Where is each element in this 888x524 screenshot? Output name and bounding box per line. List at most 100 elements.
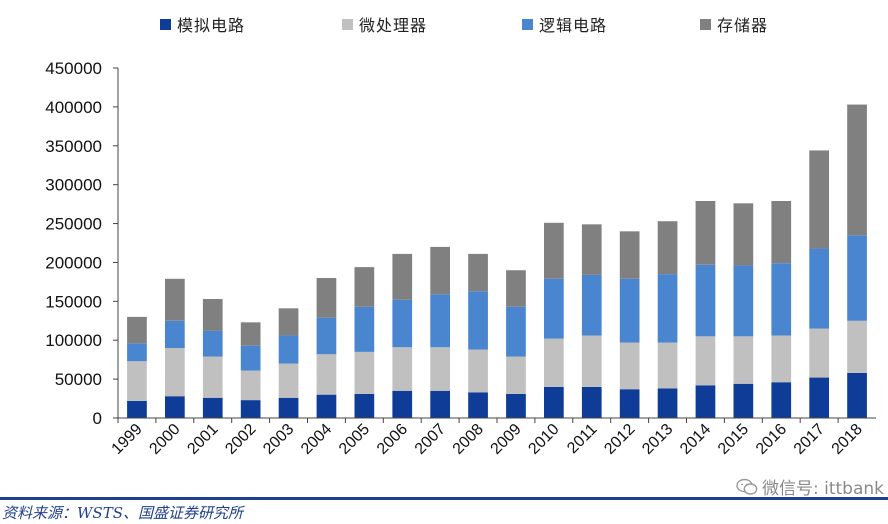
- y-tick-label-450000: 450000: [45, 59, 102, 78]
- x-tick-label-2009: 2009: [488, 421, 525, 458]
- bar-2001-series-3: [202, 299, 223, 331]
- legend-swatch-analog: [160, 18, 171, 30]
- y-tick-label-0: 0: [93, 409, 102, 428]
- bar-2004-series-1: [316, 354, 337, 395]
- footer-divider: [0, 497, 888, 500]
- bar-2005-series-1: [354, 351, 375, 394]
- bar-2013-series-2: [657, 274, 678, 343]
- watermark-text: 微信号: ittbank: [761, 479, 884, 499]
- bar-2004-series-2: [316, 317, 337, 355]
- x-tick-label-2015: 2015: [715, 421, 752, 458]
- bar-2001-series-2: [202, 330, 223, 357]
- bar-2016-series-2: [771, 263, 792, 336]
- bar-2006-series-3: [392, 253, 413, 300]
- bar-2017-series-3: [809, 150, 830, 249]
- bar-2010-series-2: [544, 278, 564, 339]
- bar-2017-series-1: [809, 328, 830, 378]
- bar-2015-series-3: [733, 203, 754, 266]
- y-tick-label-50000: 50000: [55, 370, 102, 389]
- x-tick-label-2005: 2005: [336, 421, 373, 458]
- bar-2016-series-1: [771, 335, 792, 383]
- bar-2013-series-3: [657, 221, 678, 275]
- x-tick-label-2013: 2013: [639, 421, 676, 458]
- bar-2009-series-1: [506, 356, 526, 394]
- bar-2012-series-1: [619, 342, 640, 390]
- bar-2005-series-2: [354, 306, 375, 352]
- bar-2000-series-1: [165, 348, 185, 397]
- bar-2006-series-0: [392, 390, 413, 418]
- legend-label-analog: 模拟电路: [177, 16, 246, 35]
- bar-2011-series-2: [581, 274, 602, 336]
- bar-2014-series-1: [695, 336, 716, 386]
- bar-2014-series-3: [695, 201, 716, 265]
- bar-2015-series-0: [733, 383, 754, 418]
- bar-2000-series-0: [165, 396, 185, 418]
- legend-item-analog: 模拟电路: [160, 12, 245, 36]
- bar-2018-series-0: [847, 372, 867, 418]
- bar-2015-series-1: [733, 336, 754, 384]
- bar-2013-series-1: [657, 342, 678, 389]
- bar-1999-series-1: [127, 361, 147, 401]
- bar-2018-series-1: [847, 320, 867, 373]
- bar-2000-series-2: [165, 320, 185, 348]
- bar-2003-series-0: [278, 397, 299, 418]
- bar-2006-series-1: [392, 347, 413, 391]
- bar-2002-series-2: [240, 345, 261, 371]
- bar-2000-series-3: [165, 278, 185, 321]
- wechat-icon: [736, 478, 758, 495]
- x-tick-label-2016: 2016: [753, 421, 790, 458]
- bar-1999-series-3: [127, 316, 147, 344]
- bar-2011-series-1: [581, 335, 602, 387]
- bar-2001-series-0: [202, 397, 223, 418]
- bar-2007-series-0: [430, 390, 451, 418]
- x-tick-label-2017: 2017: [791, 421, 828, 458]
- y-tick-label-200000: 200000: [45, 253, 102, 272]
- x-tick-label-2004: 2004: [298, 421, 335, 458]
- bar-2002-series-0: [240, 400, 261, 418]
- x-tick-label-2010: 2010: [525, 421, 562, 458]
- legend-label-microprocessor: 微处理器: [359, 16, 428, 35]
- bar-2001-series-1: [202, 356, 223, 398]
- bar-2002-series-1: [240, 370, 261, 401]
- bar-2011-series-3: [581, 224, 602, 275]
- legend-item-memory: 存储器: [700, 12, 768, 36]
- x-tick-label-2008: 2008: [450, 421, 487, 458]
- bar-2008-series-0: [468, 392, 488, 418]
- y-tick-label-350000: 350000: [45, 137, 102, 156]
- bar-2004-series-3: [316, 278, 337, 318]
- bar-2017-series-2: [809, 248, 830, 329]
- bar-2002-series-3: [240, 322, 261, 346]
- y-tick-label-400000: 400000: [45, 98, 102, 117]
- bar-2007-series-3: [430, 246, 451, 295]
- y-tick-label-250000: 250000: [45, 215, 102, 234]
- bar-2006-series-2: [392, 299, 413, 348]
- legend: 模拟电路 微处理器 逻辑电路 存储器: [0, 12, 888, 36]
- y-tick-label-100000: 100000: [45, 331, 102, 350]
- x-tick-label-2002: 2002: [222, 421, 259, 458]
- bar-2016-series-3: [771, 201, 792, 264]
- bar-2010-series-1: [544, 338, 564, 387]
- bar-2005-series-0: [354, 393, 375, 418]
- x-tick-label-2012: 2012: [601, 421, 638, 458]
- bar-2007-series-2: [430, 294, 451, 348]
- legend-label-logic: 逻辑电路: [539, 16, 608, 35]
- bar-2010-series-0: [544, 386, 564, 418]
- x-tick-label-2006: 2006: [374, 421, 411, 458]
- bar-2005-series-3: [354, 267, 375, 307]
- legend-item-microprocessor: 微处理器: [342, 12, 427, 36]
- bar-2009-series-0: [506, 393, 526, 418]
- bar-2009-series-2: [506, 306, 526, 357]
- bar-2018-series-2: [847, 235, 867, 321]
- bar-2015-series-2: [733, 265, 754, 337]
- bar-2004-series-0: [316, 394, 337, 418]
- x-tick-label-2000: 2000: [146, 421, 183, 458]
- x-tick-label-2011: 2011: [564, 421, 600, 457]
- x-tick-label-2003: 2003: [260, 421, 297, 458]
- bar-2012-series-0: [619, 389, 640, 418]
- bar-2014-series-2: [695, 264, 716, 337]
- source-note: 资料来源：WSTS、国盛证券研究所: [2, 504, 243, 522]
- bar-2018-series-3: [847, 104, 867, 236]
- legend-swatch-memory: [700, 18, 711, 30]
- bar-2013-series-0: [657, 388, 678, 418]
- x-tick-label-2018: 2018: [829, 421, 866, 458]
